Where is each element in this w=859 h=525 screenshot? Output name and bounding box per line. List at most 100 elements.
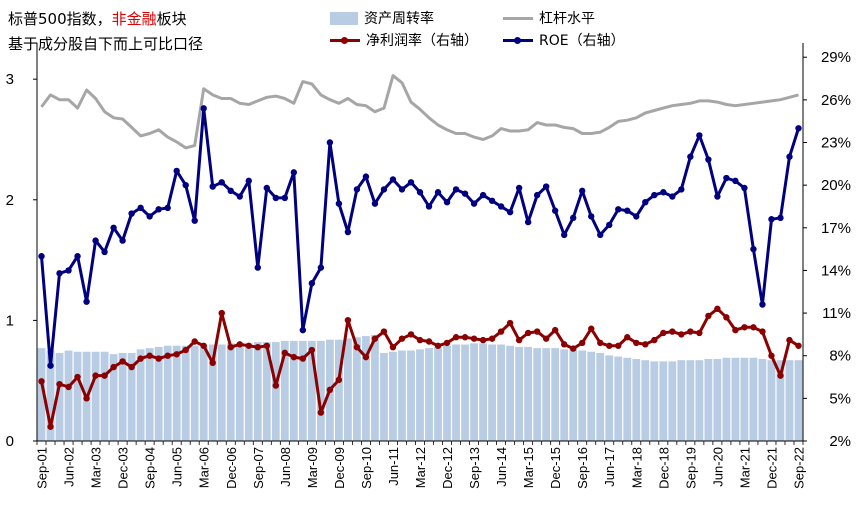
turnover-bar (794, 360, 803, 441)
turnover-bar (199, 345, 208, 441)
turnover-bar (704, 358, 713, 441)
net-margin-point (398, 335, 406, 342)
roe-point (92, 237, 99, 244)
turnover-bar (55, 352, 64, 441)
turnover-bar (596, 352, 605, 441)
roe-point (119, 237, 126, 244)
turnover-bar (488, 344, 496, 441)
turnover-bar (253, 342, 262, 441)
net-margin-point (218, 309, 225, 317)
net-margin-point (38, 378, 45, 385)
net-margin-point (182, 346, 189, 354)
left-tick-label: 3 (6, 71, 14, 88)
net-margin-point (128, 363, 135, 371)
roe-point (182, 181, 189, 189)
turnover-bar (371, 334, 379, 441)
turnover-bar (298, 340, 307, 441)
roe-point (642, 199, 649, 206)
turnover-bar (145, 348, 154, 441)
legend-swatch-leverage (503, 16, 533, 20)
turnover-bar (316, 340, 325, 441)
net-margin-point (633, 339, 640, 347)
roe-point (452, 186, 460, 193)
turnover-bar (262, 342, 271, 441)
net-margin-point (443, 339, 451, 347)
roe-point (579, 187, 586, 195)
roe-point (299, 326, 307, 334)
legend-item-turnover: 资产周转率 (330, 8, 434, 28)
turnover-bar (208, 344, 217, 441)
turnover-bar (785, 360, 794, 441)
net-margin-point (173, 351, 180, 358)
legend-swatch-roe (503, 36, 533, 44)
x-tick-label: Dec-06 (224, 447, 239, 489)
net-margin-point (795, 342, 802, 349)
turnover-bar (443, 345, 451, 441)
net-margin-point (290, 353, 298, 361)
roe-point (696, 132, 703, 139)
turnover-bar (118, 352, 127, 441)
net-margin-point (669, 328, 676, 335)
net-margin-point (110, 363, 117, 371)
roe-point (732, 177, 739, 185)
turnover-bar (479, 343, 487, 441)
turnover-bar (46, 350, 55, 441)
x-tick-label: Sep-01 (35, 447, 50, 489)
net-margin-point (533, 328, 541, 335)
turnover-bar (416, 349, 424, 441)
roe-point (795, 125, 802, 132)
roe-point (65, 267, 72, 274)
roe-point (236, 193, 243, 200)
x-tick-label: Dec-18 (656, 447, 671, 489)
roe-point (687, 153, 694, 160)
right-tick-label: 14% (821, 262, 851, 279)
title-suffix: 板块 (156, 10, 187, 28)
roe-point (542, 183, 550, 190)
turnover-bar (587, 351, 596, 441)
net-margin-point (470, 335, 478, 342)
turnover-bar (353, 337, 361, 441)
x-tick-label: Mar-06 (197, 447, 212, 488)
left-tick-label: 0 (6, 433, 14, 450)
turnover-bar (758, 358, 767, 441)
roe-point (723, 174, 730, 182)
turnover-bar (100, 351, 109, 441)
net-margin-point (200, 342, 207, 349)
net-margin-point (479, 336, 487, 344)
left-tick-label: 2 (6, 192, 14, 209)
chart-title-line2: 基于成分股自下而上可比口径 (8, 35, 204, 53)
roe-point (714, 193, 721, 200)
leverage-line (40, 74, 799, 150)
roe-point (200, 105, 207, 112)
turnover-bar (190, 345, 199, 441)
roe-point (470, 200, 478, 207)
turnover-bar (605, 355, 614, 441)
net-margin-point (768, 352, 775, 359)
x-tick-label: Sep-16 (575, 447, 590, 489)
legend-item-margin: 净利润率（右轴） (330, 30, 478, 50)
legend-label-roe: ROE（右轴） (539, 33, 625, 49)
roe-point (56, 270, 63, 277)
legend-item-roe: ROE（右轴） (503, 30, 625, 50)
turnover-bar (217, 344, 226, 441)
turnover-bar (172, 345, 181, 441)
net-margin-point (209, 359, 216, 367)
turnover-bar (524, 346, 533, 441)
turnover-bar (289, 340, 298, 441)
turnover-bar (578, 350, 587, 441)
turnover-bar (506, 345, 515, 441)
x-tick-label: Dec-15 (548, 447, 563, 489)
roe-point (606, 221, 613, 229)
right-tick-label: 5% (829, 390, 851, 407)
turnover-bar (632, 358, 641, 441)
legend-label-turnover: 资产周转率 (364, 11, 434, 27)
roe-point (660, 189, 667, 196)
net-margin-point (407, 331, 415, 338)
roe-point (164, 204, 171, 212)
turnover-bar (623, 357, 632, 441)
roe-point (461, 190, 469, 197)
roe-point (416, 189, 424, 196)
roe-point (254, 264, 261, 271)
net-margin-point (362, 353, 370, 361)
right-tick-label: 29% (821, 49, 851, 66)
